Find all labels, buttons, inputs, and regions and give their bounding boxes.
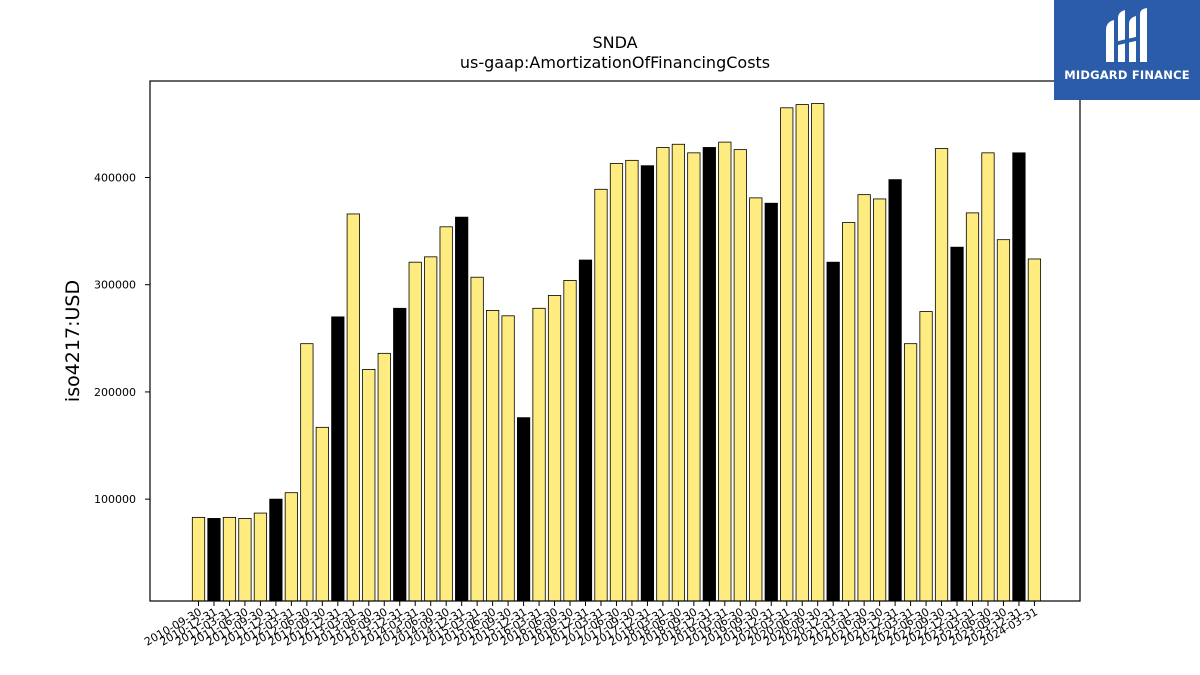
y-tick-label: 400000 [94,171,136,184]
bar-2022-12-31 [950,246,964,602]
bar-2012-09-30 [315,426,329,602]
bar-2017-03-31 [594,188,608,602]
bar-2012-03-31 [284,492,298,602]
bar-2011-09-30 [253,512,268,602]
bar-2020-09-30 [811,103,825,602]
bar-2019-09-30 [749,197,763,602]
y-axis-label: iso4217:USD [62,280,84,402]
logo-text: MIDGARD FINANCE [1064,68,1190,82]
bar-2020-12-31 [826,261,840,602]
bar-2014-12-31 [455,216,469,602]
bars-group [191,103,1042,602]
bar-2011-12-31 [269,498,283,602]
bar-2022-09-30 [934,148,949,602]
bar-2016-09-30 [563,280,577,602]
bar-2011-06-30 [238,518,252,602]
bar-2021-03-31 [842,222,856,602]
bar-2022-03-31 [903,343,918,602]
bar-2013-09-30 [377,352,391,602]
x-axis-ticks: 2010-09-302010-12-312011-03-312011-06-30… [142,601,1040,649]
y-axis-ticks: 100000 200000 300000 400000 [94,171,150,506]
bar-2015-03-31 [470,276,484,602]
bar-2022-06-30 [919,311,933,602]
bar-2024-03-31 [1027,258,1042,602]
bar-2020-06-30 [795,104,809,602]
y-tick-label: 100000 [94,493,136,506]
bar-2023-06-30 [981,152,995,602]
bar-2013-12-31 [393,307,407,602]
y-tick-label: 200000 [94,386,136,399]
bar-2012-12-31 [331,316,345,602]
bar-2016-03-31 [532,307,546,602]
midgard-finance-logo: MIDGARD FINANCE [1054,0,1200,100]
bar-2017-12-31 [640,165,655,602]
bar-2012-06-30 [300,343,314,602]
bar-2016-06-30 [547,295,562,602]
bar-2023-09-30 [996,239,1011,602]
bar-2013-03-31 [346,213,360,602]
bar-2021-12-31 [888,179,902,602]
bar-2023-12-31 [1012,152,1026,602]
bar-2011-03-31 [222,516,237,602]
bar-2014-06-30 [424,256,438,602]
y-tick-label: 300000 [94,279,136,292]
bar-2020-03-31 [780,107,794,602]
bar-2014-03-31 [408,261,422,602]
bar-2010-09-30 [191,516,206,602]
bar-2017-06-30 [609,163,624,602]
chart-subtitle: us-gaap:AmortizationOfFinancingCosts [460,53,770,72]
bar-2018-06-30 [671,143,685,602]
plot-frame [149,80,1081,602]
logo-mark-icon [1106,8,1147,62]
bar-2013-06-30 [362,369,376,602]
bar-2023-03-31 [965,212,980,602]
bar-2010-12-31 [207,518,221,602]
bar-2015-12-31 [516,417,531,602]
bar-2016-12-31 [578,259,593,602]
bar-2021-09-30 [873,198,887,602]
bar-2014-09-30 [439,226,453,602]
bar-2019-06-30 [733,149,747,602]
bar-2019-03-31 [718,141,732,602]
bar-2017-09-30 [625,159,639,602]
chart-title: SNDA [592,33,637,52]
bar-2018-12-31 [702,147,716,602]
bar-2015-09-30 [501,315,515,602]
bar-2018-03-31 [656,147,670,602]
bar-2021-06-30 [857,194,871,602]
bar-2015-06-30 [486,310,500,602]
bar-2018-09-30 [687,152,701,602]
bar-2019-12-31 [764,202,778,602]
